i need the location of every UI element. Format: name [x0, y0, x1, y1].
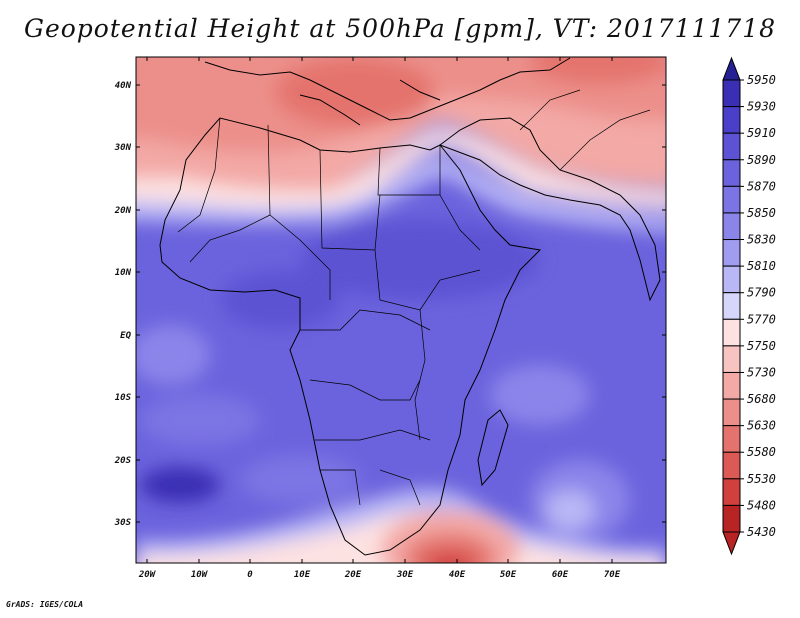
colorbar-level-label: 5770 — [747, 312, 776, 326]
lat-tick-label: EQ — [120, 331, 131, 341]
colorbar-swatch — [722, 478, 741, 506]
colorbar-swatch — [722, 185, 741, 214]
colorbar-swatch — [722, 318, 741, 347]
lon-tick-label: 30E — [396, 570, 414, 580]
colorbar-level-label: 5730 — [747, 365, 776, 379]
colorbar-swatch — [722, 292, 741, 320]
colorbar-level-label: 5790 — [747, 286, 776, 300]
colorbar-level-label: 5890 — [747, 153, 776, 167]
lon-tick-label: 10W — [191, 570, 209, 580]
lon-tick-label: 60E — [552, 570, 569, 580]
lon-tick-label: 70E — [604, 570, 621, 580]
colorbar-level-label: 5480 — [747, 498, 776, 512]
lat-tick-label: 20N — [114, 206, 132, 216]
lon-tick-label: 50E — [500, 570, 517, 580]
colorbar-swatch — [722, 106, 741, 134]
colorbar-level-label: 5930 — [747, 100, 776, 114]
lon-axis: 20W 10W 0 10E 20E 30E 40E 50E 60E 70E — [138, 57, 621, 580]
lat-axis: 40N 30N 20N 10N EQ 10S 20S 30S — [114, 81, 666, 528]
lon-tick-label: 0 — [247, 570, 253, 580]
lat-tick-label: 10N — [115, 268, 132, 278]
colorbar-swatch — [722, 159, 741, 187]
colorbar-swatch — [722, 345, 741, 373]
colorbar-level-label: 5830 — [747, 233, 776, 247]
colorbar-level-label: 5870 — [747, 179, 776, 193]
colorbar-level-label: 5850 — [747, 206, 776, 220]
colorbar-swatch — [722, 132, 741, 161]
lon-tick-label: 20W — [138, 570, 157, 580]
lon-tick-label: 40E — [449, 570, 466, 580]
lat-tick-label: 30N — [114, 143, 132, 153]
colorbar-swatch — [722, 239, 741, 267]
country-borders — [177, 89, 651, 506]
lat-tick-label: 20S — [114, 456, 132, 466]
colorbar-swatch — [722, 425, 741, 453]
colorbar-level-label: 5910 — [747, 126, 776, 140]
lon-tick-label: 20E — [344, 570, 362, 580]
credit-label: GrADS: IGES/COLA — [6, 600, 84, 609]
colorbar-level-label: 5950 — [747, 73, 776, 87]
lon-tick-label: 10E — [294, 570, 311, 580]
colorbar-level-label: 5630 — [747, 419, 776, 433]
plot-area — [136, 57, 666, 563]
lat-tick-label: 40N — [115, 81, 132, 91]
map-title: Geopotential Height at 500hPa [gpm], VT:… — [23, 14, 777, 43]
colorbar-swatch — [722, 504, 741, 533]
lat-tick-label: 10S — [115, 393, 132, 403]
coastlines — [159, 57, 661, 556]
colorbar-level-label: 5580 — [747, 445, 776, 459]
colorbar-cap-top — [722, 56, 741, 81]
lat-tick-label: 30S — [114, 518, 132, 528]
colorbar-swatch — [722, 451, 741, 480]
colorbar-swatch — [722, 371, 741, 400]
colorbar-level-label: 5810 — [747, 259, 776, 273]
colorbar-level-label: 5750 — [747, 339, 776, 353]
colorbar-swatch — [722, 79, 741, 108]
colorbar: 5950 5930 5910 5890 5870 5850 5830 5810 5790 5770… — [722, 56, 776, 556]
colorbar-level-label: 5430 — [747, 525, 776, 539]
height-field — [136, 57, 666, 563]
colorbar-level-label: 5530 — [747, 472, 776, 486]
colorbar-swatch — [722, 398, 741, 427]
colorbar-swatch — [722, 212, 741, 241]
plot-frame — [135, 56, 667, 564]
colorbar-swatch — [722, 265, 741, 294]
colorbar-cap-bottom — [722, 531, 741, 556]
colorbar-level-label: 5680 — [747, 392, 776, 406]
